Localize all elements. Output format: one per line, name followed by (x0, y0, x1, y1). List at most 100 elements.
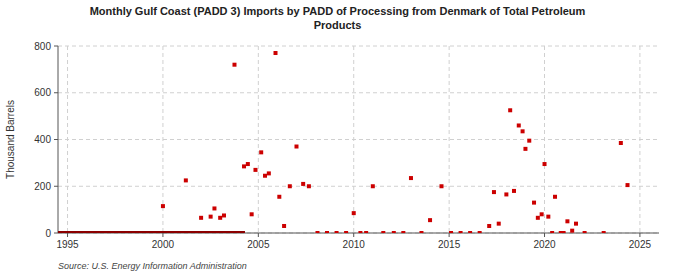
point (439, 184, 443, 188)
point (344, 231, 348, 233)
point (550, 231, 554, 233)
point (497, 222, 501, 226)
point (253, 168, 257, 172)
point (492, 190, 496, 194)
y-tick (54, 92, 58, 93)
x-grid-line (353, 46, 354, 233)
x-tick-label: 2015 (438, 239, 461, 250)
point (392, 231, 396, 233)
point (512, 189, 516, 193)
point (562, 231, 566, 233)
point (282, 224, 286, 228)
x-grid-line (258, 46, 259, 233)
x-tick (544, 233, 545, 237)
point (626, 183, 630, 187)
x-tick-label: 2025 (629, 239, 652, 250)
point (487, 224, 491, 228)
point (553, 195, 557, 199)
point (583, 231, 587, 233)
point (315, 231, 319, 233)
point (381, 231, 385, 233)
point (574, 222, 578, 226)
point (371, 184, 375, 188)
source-note: Source: U.S. Energy Information Administ… (58, 261, 247, 271)
point (543, 162, 547, 166)
point (619, 141, 623, 145)
x-grid-line (449, 46, 450, 233)
point (536, 216, 540, 220)
point (401, 231, 405, 233)
point (449, 231, 453, 233)
point (419, 231, 423, 233)
point (161, 204, 165, 208)
point (517, 123, 521, 127)
point (523, 147, 527, 151)
point (209, 215, 213, 219)
point (468, 231, 472, 233)
point (570, 229, 574, 233)
x-grid-line (67, 46, 68, 233)
point (527, 139, 531, 143)
title: Monthly Gulf Coast (PADD 3) Imports by P… (90, 5, 586, 31)
x-tick-label: 2000 (152, 239, 175, 250)
y-tick (54, 186, 58, 187)
point (325, 231, 329, 233)
x-tick (353, 233, 354, 237)
point (222, 213, 226, 217)
grid (58, 46, 659, 233)
point (508, 108, 512, 112)
point (274, 51, 278, 55)
x-tick (639, 233, 640, 237)
y-grid-line (58, 186, 659, 187)
y-grid-line (58, 92, 659, 93)
y-tick-label: 400 (34, 134, 51, 145)
point (565, 219, 569, 223)
point (428, 218, 432, 222)
point (267, 171, 271, 175)
point (364, 231, 368, 233)
x-tick-label: 2005 (247, 239, 270, 250)
point (335, 231, 339, 233)
point (263, 174, 267, 178)
point (246, 162, 250, 166)
point (242, 164, 246, 168)
y-axis-label: Thousand Barrels (5, 100, 16, 179)
point (459, 231, 463, 233)
point (232, 63, 236, 67)
x-tick-label: 1995 (56, 239, 79, 250)
point (504, 192, 508, 196)
y-grid-line (58, 139, 659, 140)
y-tick-label: 200 (34, 181, 51, 192)
y-tick (54, 139, 58, 140)
x-tick (162, 233, 163, 237)
point (294, 145, 298, 149)
point (532, 201, 536, 205)
point (546, 215, 550, 219)
point (199, 216, 203, 220)
x-grid-line (639, 46, 640, 233)
point (250, 212, 254, 216)
point (212, 206, 216, 210)
point (288, 184, 292, 188)
point (352, 211, 356, 215)
point (409, 176, 413, 180)
point (277, 195, 281, 199)
y-tick-label: 800 (34, 41, 51, 52)
axes: 1995200020052010201520202025020040060080… (34, 41, 659, 251)
y-grid-line (58, 46, 659, 47)
point (259, 150, 263, 154)
x-tick (67, 233, 68, 237)
y-tick-label: 0 (45, 228, 51, 239)
point (307, 184, 311, 188)
x-grid-line (544, 46, 545, 233)
x-tick (258, 233, 259, 237)
point (218, 216, 222, 220)
point (521, 129, 525, 133)
plot-area (58, 51, 630, 233)
point (358, 231, 362, 233)
x-tick (449, 233, 450, 237)
point (602, 231, 606, 233)
line (58, 231, 245, 233)
y-tick-label: 600 (34, 87, 51, 98)
x-tick-label: 2020 (533, 239, 556, 250)
